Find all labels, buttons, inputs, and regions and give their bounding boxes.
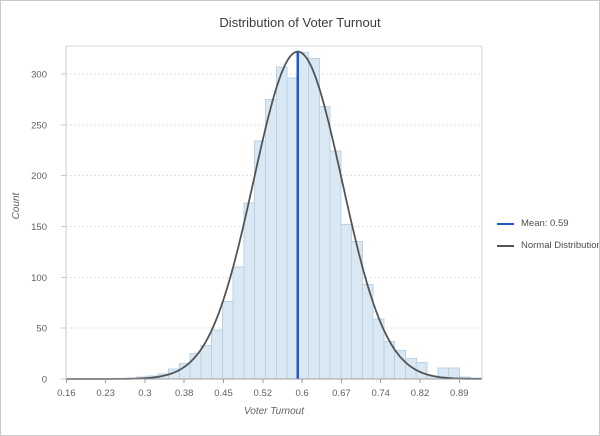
- histogram-bar: [200, 344, 213, 380]
- x-tick-label: 0.52: [254, 388, 273, 399]
- x-tick-label: 0.3: [138, 388, 151, 399]
- y-tick-label: 200: [31, 171, 47, 182]
- histogram-bar: [243, 202, 256, 380]
- x-tick-label: 0.23: [96, 388, 115, 399]
- y-tick-label: 150: [31, 222, 47, 233]
- histogram-bar: [275, 66, 288, 380]
- x-tick-label: 0.16: [57, 388, 76, 399]
- x-tick-label: 0.67: [332, 388, 351, 399]
- normal-curve-swatch: [497, 244, 514, 247]
- legend-item-mean: Mean: 0.59: [497, 218, 599, 229]
- histogram-bar: [221, 301, 234, 380]
- legend: Mean: 0.59 Normal Distribution: [497, 218, 600, 251]
- chart-title: Distribution of Voter Turnout: [219, 15, 381, 30]
- histogram-bar: [232, 266, 245, 380]
- x-axis-title: Voter Turnout: [243, 406, 305, 417]
- y-axis-title: Count: [11, 192, 22, 220]
- histogram-bar: [211, 329, 223, 380]
- x-tick-label: 0.6: [295, 388, 308, 399]
- histogram-bar: [286, 77, 299, 380]
- histogram-bar: [329, 150, 342, 380]
- y-tick-label: 50: [36, 324, 47, 335]
- x-tick-label: 0.45: [214, 388, 233, 399]
- legend-item-normal-distribution: Normal Distribution: [497, 240, 600, 251]
- x-tick-label: 0.89: [450, 388, 469, 399]
- histogram-bar: [394, 350, 407, 380]
- x-tick-label: 0.82: [411, 388, 430, 399]
- legend-label-normal-distribution: Normal Distribution: [521, 240, 600, 251]
- x-tick-label: 0.38: [175, 388, 194, 399]
- histogram-bar: [265, 98, 277, 380]
- histogram-bar: [340, 223, 353, 380]
- histogram-bar: [318, 106, 331, 380]
- mean-line-swatch: [497, 222, 514, 225]
- histogram-bar: [297, 52, 310, 380]
- histogram-bar: [308, 58, 320, 380]
- y-tick-label: 100: [31, 273, 47, 284]
- y-tick-label: 250: [31, 120, 47, 131]
- y-tick-label: 0: [42, 375, 47, 386]
- histogram-bar: [254, 140, 266, 380]
- y-tick-label: 300: [31, 69, 47, 80]
- legend-label-mean: Mean: 0.59: [521, 218, 569, 229]
- x-tick-label: 0.74: [371, 388, 390, 399]
